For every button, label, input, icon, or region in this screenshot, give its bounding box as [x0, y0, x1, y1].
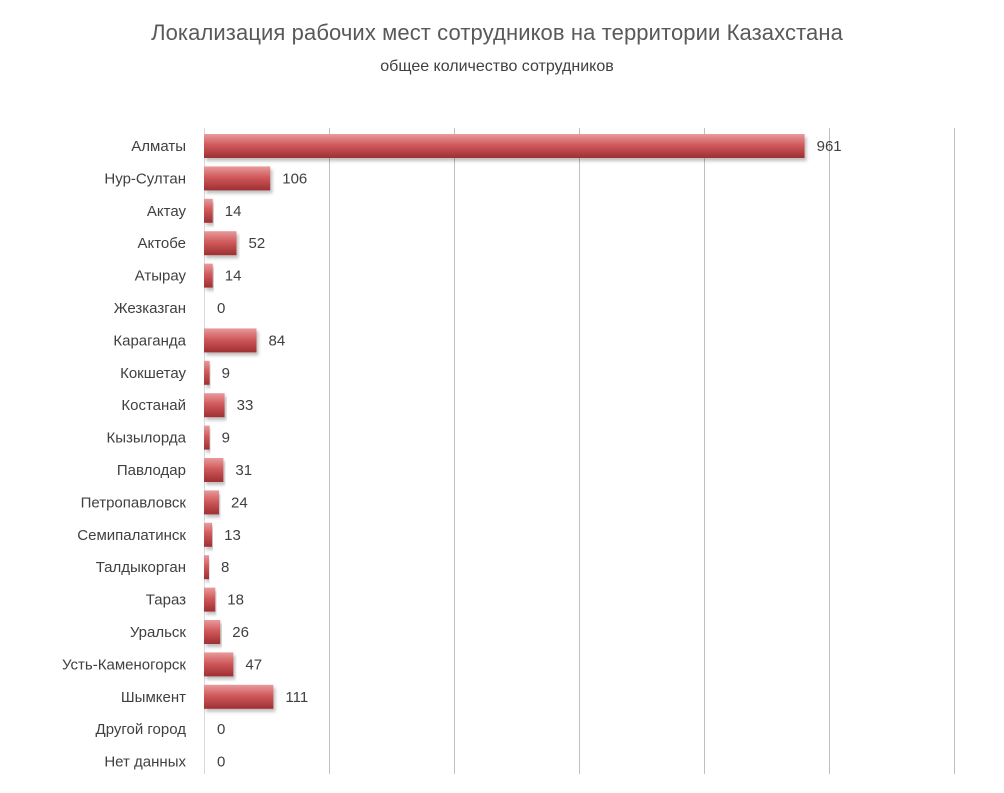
data-label: 18 [227, 592, 244, 609]
data-label: 8 [221, 559, 229, 576]
bar [204, 684, 274, 709]
category-label: Другой город [96, 721, 187, 738]
bar [204, 360, 210, 385]
data-label: 9 [222, 430, 230, 447]
data-label: 84 [269, 332, 286, 349]
bar [204, 393, 225, 418]
category-label: Кокшетау [120, 365, 186, 382]
data-label: 47 [245, 656, 262, 673]
data-label: 33 [237, 397, 254, 414]
data-label: 14 [225, 268, 242, 285]
data-label: 106 [282, 170, 307, 187]
bar [204, 263, 213, 288]
category-label: Талдыкорган [96, 559, 186, 576]
bar [204, 522, 213, 547]
data-label: 31 [235, 462, 252, 479]
bar [204, 425, 210, 450]
data-label: 14 [225, 203, 242, 220]
category-label: Шымкент [121, 689, 186, 706]
bar [204, 555, 209, 580]
category-label: Семипалатинск [77, 527, 186, 544]
data-label: 0 [217, 754, 225, 771]
category-label: Актобе [137, 235, 186, 252]
data-label: 52 [249, 235, 266, 252]
chart-title: Локализация рабочих мест сотрудников на … [151, 20, 843, 45]
data-label: 24 [231, 494, 248, 511]
gridlines [204, 128, 955, 774]
chart-subtitle: общее количество сотрудников [380, 58, 614, 75]
data-label: 9 [222, 365, 230, 382]
data-label: 961 [817, 138, 842, 155]
bar [204, 620, 221, 644]
category-label: Актау [147, 203, 187, 220]
category-label: Караганда [113, 332, 186, 349]
bar [204, 231, 237, 256]
data-label: 0 [217, 300, 225, 317]
data-label: 0 [217, 721, 225, 738]
data-label: 13 [224, 527, 241, 544]
bar [204, 134, 805, 158]
category-label: Петропавловск [81, 494, 187, 511]
category-labels: Алматы Нур-Султан Актау Актобе Атырау Жезказг… [62, 138, 187, 771]
category-label: Алматы [131, 138, 186, 155]
category-label: Павлодар [117, 462, 186, 479]
bar [204, 587, 216, 612]
category-label: Усть-Каменогорск [62, 656, 186, 673]
bars [204, 134, 805, 709]
bar [204, 328, 257, 353]
data-label: 111 [285, 689, 308, 706]
bar [204, 652, 234, 677]
bar [204, 458, 224, 482]
bar [204, 166, 271, 191]
category-label: Атырау [135, 268, 187, 285]
category-label: Уральск [130, 624, 187, 641]
category-label: Тараз [146, 592, 186, 609]
category-label: Нур-Султан [104, 170, 186, 187]
bar [204, 490, 219, 515]
category-label: Жезказган [114, 300, 186, 317]
data-label: 26 [232, 624, 249, 641]
category-label: Костанай [121, 397, 186, 414]
bar [204, 198, 213, 223]
category-label: Кызылорда [106, 430, 186, 447]
category-label: Нет данных [104, 754, 186, 771]
